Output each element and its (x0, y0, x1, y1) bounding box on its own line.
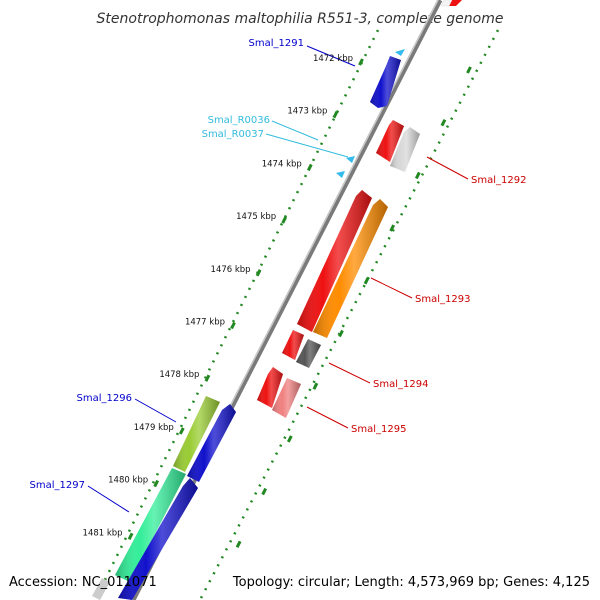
scale-label-1480: 1480 kbp (108, 476, 148, 486)
scale-tick-1473 (332, 111, 339, 119)
label-leader-lines (87, 45, 469, 513)
genome-title: Stenotrophomonas maltophilia R551-3, com… (97, 11, 504, 27)
outer-scale-tick (440, 119, 447, 127)
scale-tick-1481 (127, 532, 134, 540)
gene-labels: Smal_1291 Smal_R0036 Smal_R0037 Smal_129… (30, 38, 527, 491)
label-smal-1296[interactable]: Smal_1296 (77, 393, 132, 404)
outer-scale-tick (286, 435, 293, 443)
scale-label-1475: 1475 kbp (236, 212, 276, 222)
accession-text: Accession: NC_011071 (9, 575, 157, 590)
rna-smal-r0036[interactable] (395, 49, 405, 56)
outer-scale-tick (261, 487, 268, 496)
label-smal-r0037[interactable]: Smal_R0037 (202, 129, 264, 140)
label-smal-r0036[interactable]: Smal_R0036 (208, 115, 270, 126)
label-smal-1293[interactable]: Smal_1293 (415, 294, 470, 305)
scale-label-1473: 1473 kbp (287, 107, 327, 117)
scale-label-1478: 1478 kbp (159, 370, 199, 380)
genome-stats-text: Topology: circular; Length: 4,573,969 bp… (232, 575, 590, 590)
scale-tick-1476 (255, 269, 262, 277)
scale-label-1476: 1476 kbp (211, 265, 251, 275)
outer-scale-tick (338, 329, 344, 338)
rna-smal-r0037a[interactable] (346, 156, 355, 163)
scale-tick-1477 (230, 321, 236, 330)
scale-label-1472: 1472 kbp (313, 54, 353, 64)
scale-tick-1480 (153, 479, 160, 488)
gene-features (92, 0, 462, 600)
scale-tick-1472 (358, 58, 364, 66)
gene-grey-bottom[interactable] (92, 578, 110, 600)
scale-labels: 1472 kbp 1473 kbp 1474 kbp 1475 kbp 1476 kbp… (83, 54, 353, 538)
scale-tick-1479 (178, 427, 185, 435)
outer-scale-tick (389, 224, 396, 232)
label-smal-1292[interactable]: Smal_1292 (471, 175, 526, 186)
outer-scale-tick (235, 540, 242, 548)
outer-scale-tick (414, 171, 421, 180)
outer-scale-tick (363, 277, 370, 285)
scale-label-1479: 1479 kbp (134, 423, 174, 433)
label-smal-1294[interactable]: Smal_1294 (373, 379, 428, 390)
scale-ticks (127, 58, 472, 548)
rna-smal-r0037b[interactable] (336, 171, 345, 178)
scale-tick-1478 (204, 374, 211, 382)
feature-top-white[interactable] (440, 0, 453, 7)
scale-label-1481: 1481 kbp (83, 528, 123, 538)
scale-label-1474: 1474 kbp (262, 159, 302, 169)
outer-scale-tick (312, 382, 319, 390)
outer-scale-tick (466, 66, 472, 74)
label-smal-1295[interactable]: Smal_1295 (351, 424, 406, 435)
label-smal-1297[interactable]: Smal_1297 (30, 480, 85, 491)
scale-label-1477: 1477 kbp (185, 318, 225, 328)
scale-tick-1474 (306, 163, 313, 172)
scale-tick-1475 (281, 216, 288, 224)
label-smal-1291[interactable]: Smal_1291 (249, 38, 304, 49)
